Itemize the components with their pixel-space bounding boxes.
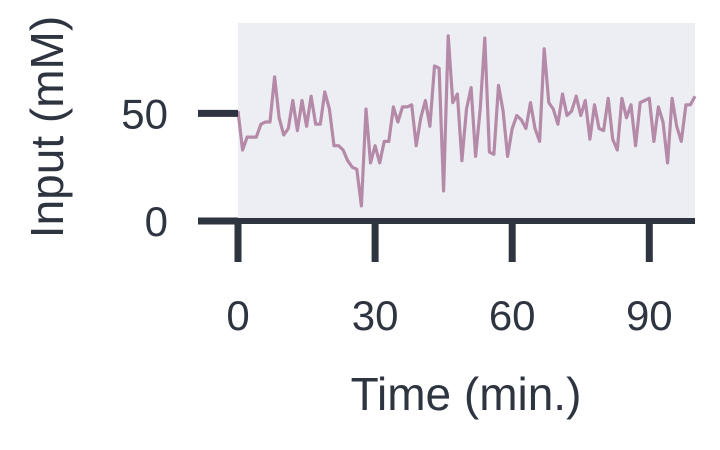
- y-axis-label: Input (mM): [21, 16, 73, 238]
- x-tick-label: 60: [489, 292, 536, 339]
- x-axis-label: Time (min.): [351, 368, 582, 420]
- x-tick-label: 0: [226, 292, 249, 339]
- y-tick-label: 0: [145, 198, 168, 245]
- x-tick-label: 90: [626, 292, 673, 339]
- y-tick-label: 50: [121, 90, 168, 137]
- x-tick-label: 30: [352, 292, 399, 339]
- axes: 0 30 60 90 0 50: [121, 90, 695, 339]
- series-line: [236, 34, 697, 208]
